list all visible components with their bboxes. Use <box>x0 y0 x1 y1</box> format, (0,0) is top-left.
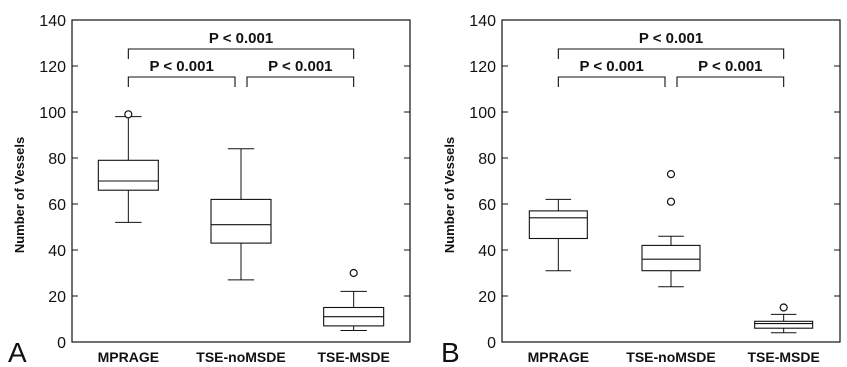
panel-b-category-label: MPRAGE <box>528 349 589 365</box>
panel-b-ytick-label: 140 <box>469 13 496 30</box>
panel-a-ytick-label: 0 <box>57 335 66 352</box>
panel-b-ytick-label: 80 <box>478 151 496 168</box>
panel-a-category-label: MPRAGE <box>98 349 159 365</box>
outlier-point <box>124 110 133 119</box>
significance-bracket <box>557 76 666 87</box>
panel-b-box-1 <box>528 198 588 272</box>
outlier-point <box>666 197 676 206</box>
panel-a-box-1 <box>97 110 159 223</box>
panel-a-ytick-label: 60 <box>48 197 66 214</box>
panel-b-ytick-label: 0 <box>487 335 496 352</box>
panel-a-ytick-label: 20 <box>48 289 66 306</box>
panel-a-box-3 <box>323 268 385 331</box>
panel-b-ytick-label: 40 <box>478 243 496 260</box>
panel-a-plot-frame <box>71 19 411 343</box>
panel-a-ytick-label: 120 <box>39 59 66 76</box>
panel-b-category-label: TSE-MSDE <box>747 349 819 365</box>
significance-bracket <box>127 48 355 59</box>
outlier-point <box>666 170 676 179</box>
iqr-box <box>97 159 159 191</box>
significance-label: P < 0.001 <box>579 58 643 75</box>
panel-b-ytick-label: 100 <box>469 105 496 122</box>
significance-label: P < 0.001 <box>268 58 332 75</box>
panel-a-comparison-3: P < 0.001 <box>246 58 355 87</box>
significance-bracket <box>246 76 355 87</box>
panel-b-comparison-3: P < 0.001 <box>676 58 785 87</box>
panel-a-ytick-label: 140 <box>39 13 66 30</box>
panel-a-ytick-label: 40 <box>48 243 66 260</box>
panel-b-letter: B <box>441 337 460 367</box>
iqr-box <box>754 320 814 329</box>
significance-label: P < 0.001 <box>149 58 213 75</box>
panel-a-box-2 <box>210 148 272 281</box>
panel-a-comparison-1: P < 0.001 <box>127 30 355 59</box>
panel-a-ytick-label: 80 <box>48 151 66 168</box>
iqr-box <box>210 198 272 244</box>
iqr-box <box>641 244 701 272</box>
panel-a-comparison-2: P < 0.001 <box>127 58 236 87</box>
significance-label: P < 0.001 <box>639 30 703 47</box>
panel-b-ytick-label: 20 <box>478 289 496 306</box>
significance-bracket <box>127 76 236 87</box>
panel-b-box-3 <box>754 303 814 334</box>
panel-a: 0 20 40 60 80 100 120 140 Number of Vessels MPRAG… <box>8 13 411 367</box>
panel-b: 0 20 40 60 80 100 120 140 Number of Vessels MPRAG… <box>441 13 841 367</box>
significance-bracket <box>557 48 785 59</box>
panel-a-category-label: TSE-MSDE <box>317 349 389 365</box>
panel-b-box-2 <box>641 170 701 288</box>
panel-b-y-axis-label: Number of Vessels <box>442 137 457 253</box>
panel-a-letter: A <box>8 337 27 367</box>
panel-b-comparison-2: P < 0.001 <box>557 58 666 87</box>
panel-a-ytick-label: 100 <box>39 105 66 122</box>
panel-b-plot-frame <box>501 19 841 343</box>
significance-label: P < 0.001 <box>209 30 273 47</box>
panel-b-category-label: TSE-noMSDE <box>626 349 715 365</box>
outlier-point <box>349 268 358 278</box>
panel-b-ytick-label: 120 <box>469 59 496 76</box>
significance-bracket <box>676 76 785 87</box>
outlier-point <box>779 303 788 312</box>
panel-a-y-axis-label: Number of Vessels <box>12 137 27 253</box>
panel-b-comparison-1: P < 0.001 <box>557 30 785 59</box>
panel-b-ytick-label: 60 <box>478 197 496 214</box>
panel-a-category-label: TSE-noMSDE <box>196 349 285 365</box>
iqr-box <box>528 210 588 240</box>
significance-label: P < 0.001 <box>698 58 762 75</box>
